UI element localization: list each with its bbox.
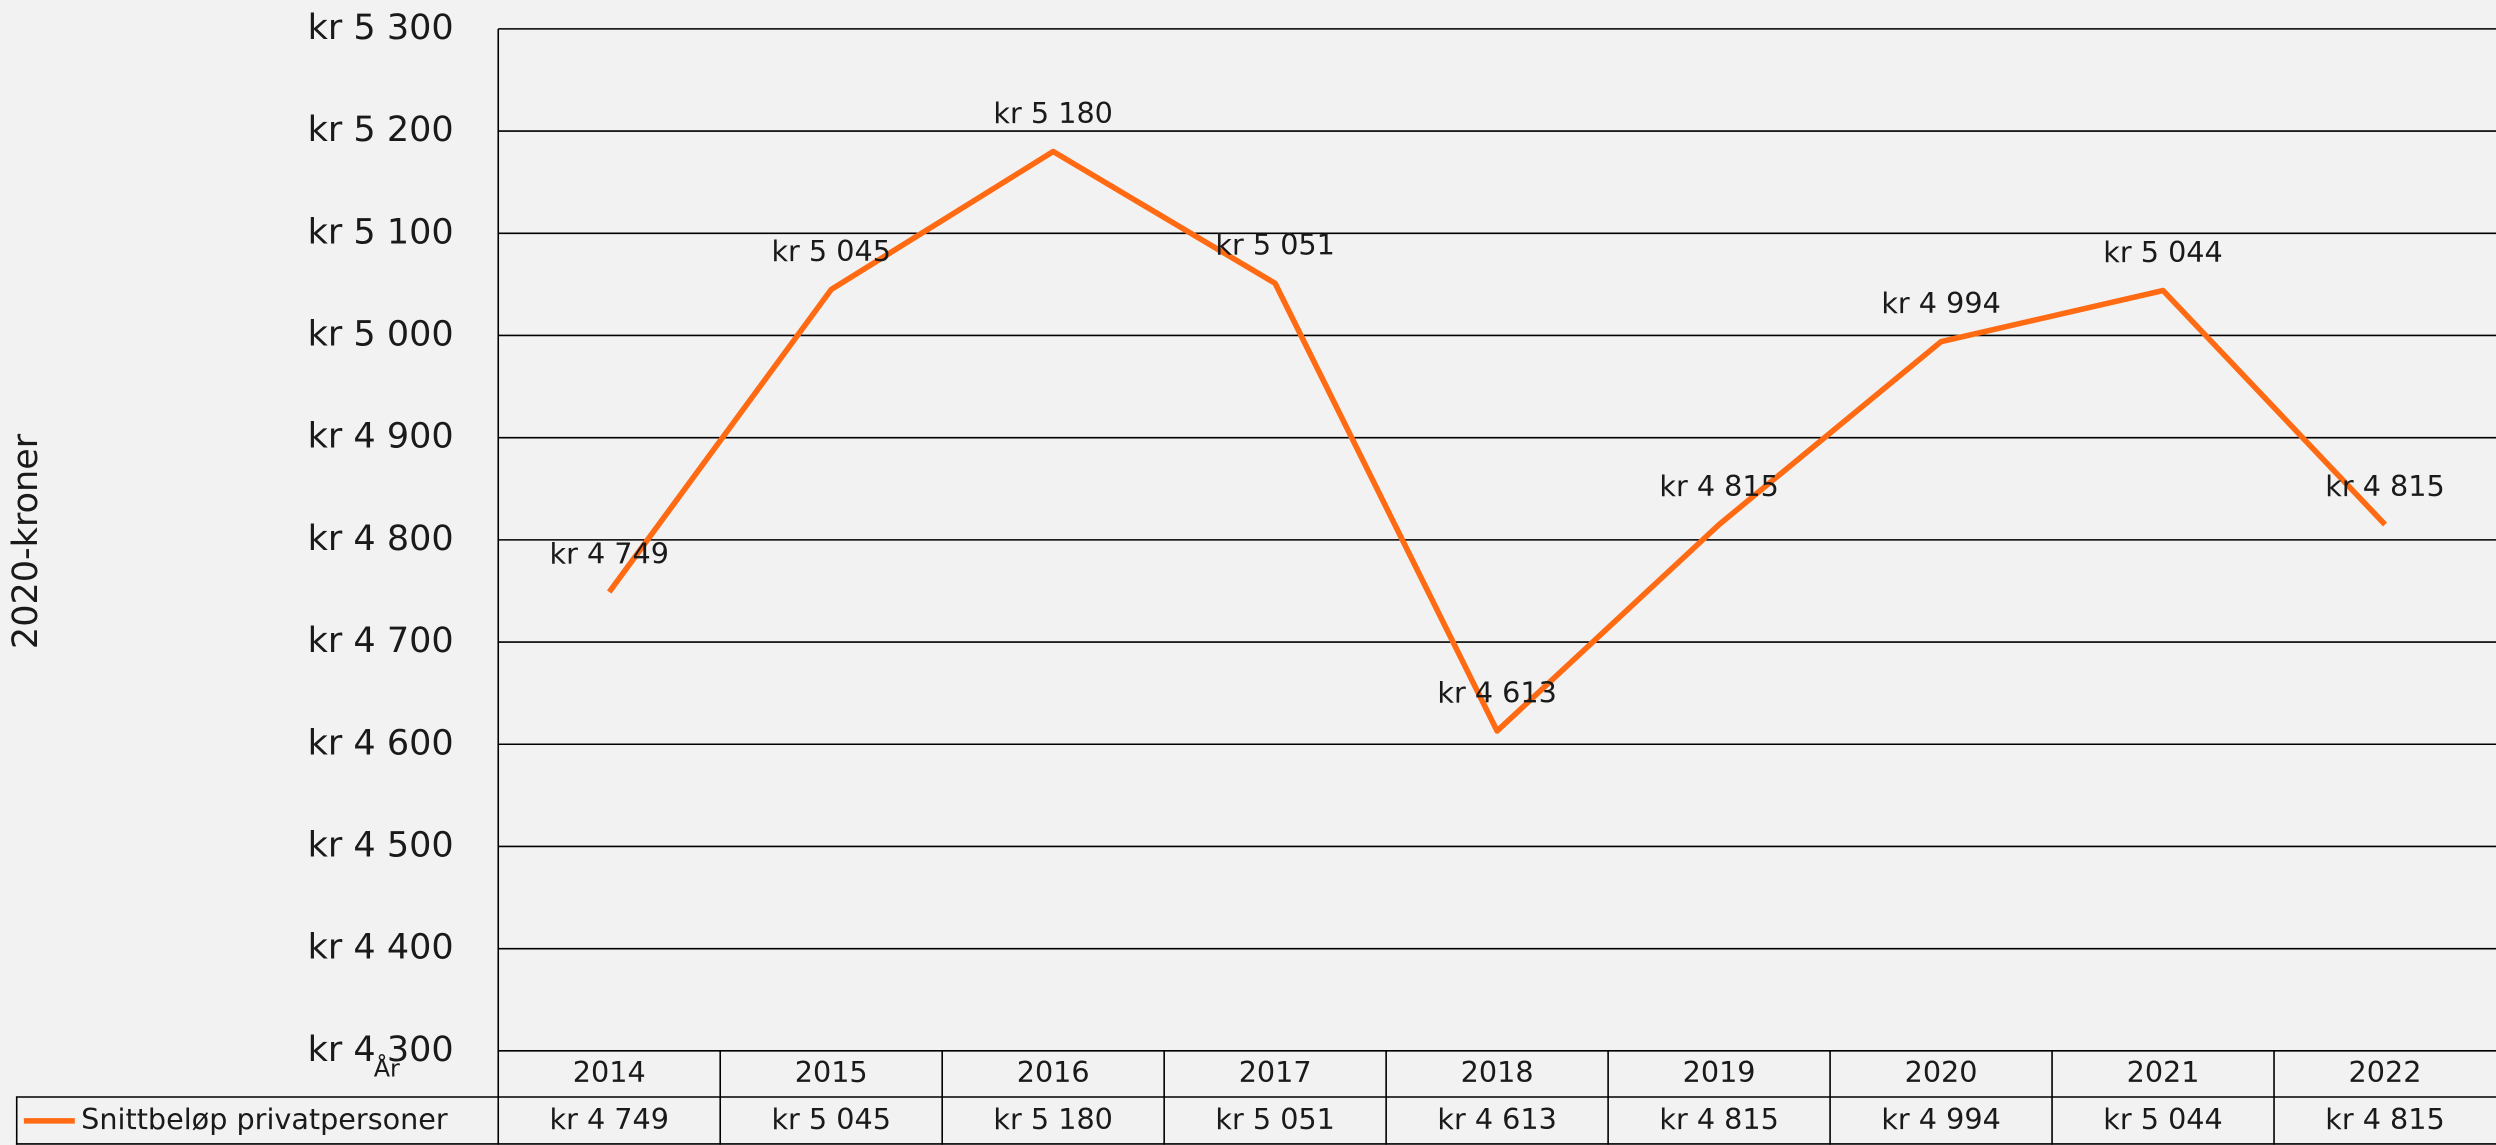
x-axis-title: År [374,1054,400,1082]
data-label: kr 4 994 [1881,286,2000,320]
data-label: kr 4 815 [2325,469,2444,503]
table-value: kr 4 815 [2325,1102,2444,1136]
data-label: kr 4 749 [549,536,668,570]
data-label: kr 4 613 [1437,675,1556,709]
y-tick-label: kr 4 400 [308,927,454,968]
data-label: kr 5 045 [771,234,890,268]
table-value: kr 4 994 [1881,1102,2000,1136]
table-value: kr 5 051 [1215,1102,1334,1136]
data-line [606,148,2388,734]
data-label: kr 5 180 [993,96,1112,130]
table-value: kr 4 749 [549,1102,668,1136]
data-label: kr 4 815 [1659,469,1778,503]
y-tick-label: kr 5 300 [308,7,454,48]
y-tick-label: kr 4 500 [308,824,454,865]
data-label: kr 5 051 [1215,228,1334,262]
y-tick-label: kr 5 100 [308,211,454,252]
table-value: kr 5 180 [993,1102,1112,1136]
table-value: kr 5 045 [771,1102,890,1136]
y-tick-label: kr 4 300 [308,1029,454,1070]
x-tick-label: 2018 [1461,1055,1534,1089]
x-tick-label: 2017 [1239,1055,1312,1089]
legend-label: Snittbeløp privatpersoner [81,1102,448,1136]
data-label: kr 5 044 [2103,235,2222,269]
y-tick-label: kr 5 000 [308,313,454,354]
y-tick-label: kr 4 600 [308,722,454,763]
table-value: kr 4 815 [1659,1102,1778,1136]
x-tick-label: 2014 [573,1055,646,1089]
x-tick-label: 2019 [1683,1055,1756,1089]
table-value: kr 4 613 [1437,1102,1556,1136]
y-tick-label: kr 4 700 [308,620,454,661]
x-tick-label: 2020 [1905,1055,1978,1089]
x-tick-label: 2021 [2127,1055,2200,1089]
y-tick-label: kr 4 800 [308,518,454,559]
x-tick-label: 2022 [2349,1055,2422,1089]
x-tick-label: 2016 [1017,1055,1090,1089]
y-tick-label: kr 5 200 [308,109,454,150]
y-tick-label: kr 4 900 [308,416,454,457]
y-axis-title: 2020-kroner [5,433,46,649]
table-value: kr 5 044 [2103,1102,2222,1136]
x-tick-label: 2015 [795,1055,868,1089]
